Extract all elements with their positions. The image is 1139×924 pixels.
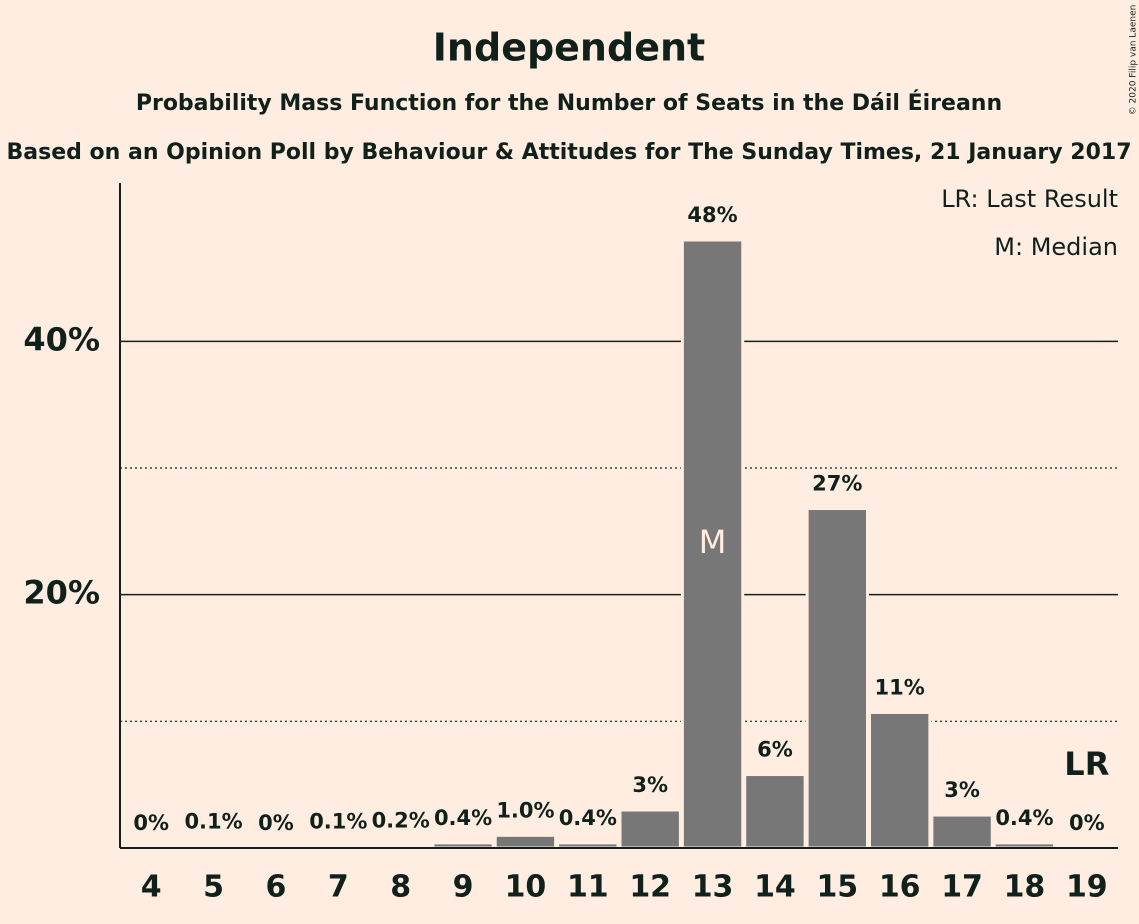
legend-entry: LR: Last Result: [941, 185, 1118, 213]
x-tick-label: 10: [505, 870, 547, 905]
y-tick-label: 40%: [23, 320, 100, 358]
bar: [618, 808, 682, 850]
x-tick-label: 14: [754, 870, 796, 905]
value-label: 48%: [687, 203, 737, 227]
x-tick-label: 4: [141, 870, 162, 905]
bar: [930, 813, 994, 850]
value-label: 6%: [757, 738, 793, 762]
value-label: 0%: [1069, 811, 1105, 835]
x-tick-label: 18: [1004, 870, 1046, 905]
x-tick-label: 5: [203, 870, 224, 905]
x-tick-label: 6: [266, 870, 287, 905]
y-tick-label: 20%: [23, 574, 100, 612]
bar: [680, 238, 745, 850]
value-label: 0.4%: [995, 806, 1053, 830]
value-label: 0%: [133, 811, 169, 835]
value-label: 0.1%: [309, 810, 367, 834]
chart-source: Based on an Opinion Poll by Behaviour & …: [7, 140, 1132, 165]
x-tick-label: 19: [1066, 870, 1108, 905]
value-label: 0%: [258, 811, 294, 835]
bar: [743, 773, 807, 850]
x-tick-label: 12: [629, 870, 671, 905]
x-tick-label: 8: [390, 870, 411, 905]
x-tick-label: 11: [567, 870, 609, 905]
copyright: © 2020 Filip van Laenen: [1129, 5, 1139, 116]
legend-entry: M: Median: [994, 233, 1118, 261]
x-tick-label: 9: [453, 870, 474, 905]
chart-subtitle: Probability Mass Function for the Number…: [136, 90, 1002, 116]
last-result-marker: LR: [1064, 745, 1109, 783]
value-label: 3%: [944, 778, 980, 802]
x-tick-label: 17: [941, 870, 983, 905]
value-label: 11%: [875, 675, 925, 699]
bar: [493, 833, 558, 850]
bar: [805, 507, 869, 850]
x-tick-label: 16: [879, 870, 921, 905]
value-label: 1.0%: [496, 798, 554, 822]
value-label: 0.4%: [434, 806, 492, 830]
chart-title: Independent: [433, 26, 705, 70]
value-label: 27%: [812, 472, 862, 496]
x-tick-label: 7: [328, 870, 349, 905]
x-tick-label: 13: [692, 870, 734, 905]
value-label: 0.1%: [184, 810, 242, 834]
x-tick-label: 15: [816, 870, 858, 905]
value-label: 3%: [632, 773, 668, 797]
bar: [868, 710, 932, 850]
median-marker: M: [699, 523, 727, 561]
value-label: 0.4%: [559, 806, 617, 830]
value-label: 0.2%: [372, 808, 430, 832]
